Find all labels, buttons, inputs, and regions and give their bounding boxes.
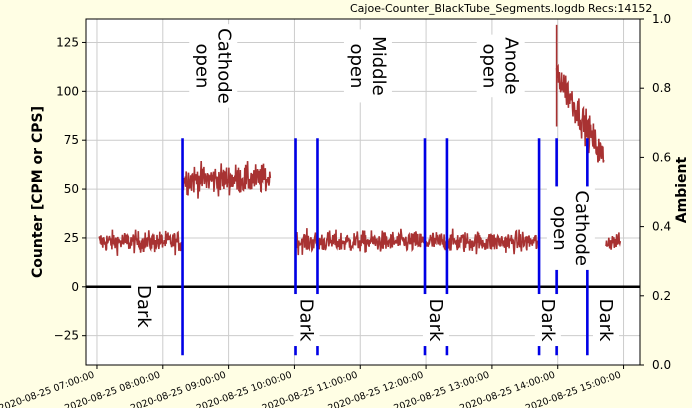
series-line (555, 63, 605, 163)
annotation-bg (422, 294, 449, 347)
annotation-group: Dark (592, 294, 619, 347)
annotation-label: open (346, 43, 367, 88)
annotation-label: Dark (133, 285, 154, 328)
series-line (98, 229, 184, 256)
annotation-label: Dark (425, 299, 446, 342)
annotation-label: Dark (296, 299, 317, 342)
y-tick-label: −25 (54, 329, 79, 343)
filename-title: Cajoe-Counter_BlackTube_Segments.logdb (350, 2, 585, 15)
record-count: Recs:14152 (588, 2, 652, 15)
annotation-bg (476, 34, 525, 98)
y-tick-label: 0 (71, 280, 79, 294)
annotation-label: open (549, 206, 570, 251)
annotation-group: Dark (293, 294, 320, 347)
y2-tick-label: 1.0 (652, 12, 671, 26)
y2-tick-label: 0.2 (652, 289, 671, 303)
annotation-group: Dark (534, 294, 561, 347)
y2-tick-label: 0.4 (652, 220, 671, 234)
annotation-bg (534, 294, 561, 347)
annotation-label: open (191, 43, 212, 88)
y-axis-label: Counter [CPM or CPS] (30, 106, 46, 278)
annotation-label: Cathode (571, 190, 592, 266)
annotation-label: open (479, 43, 500, 88)
annotation-label: Middle (368, 36, 389, 95)
annotation-label: Dark (595, 299, 616, 342)
series-line (181, 160, 272, 199)
annotation-bg (592, 294, 619, 347)
annotation-label: Cathode (213, 28, 234, 104)
annotation-bg (189, 24, 238, 108)
annotation-group: Dark (131, 280, 158, 333)
annotation-bg (131, 280, 158, 333)
y2-axis-label: Ambient (674, 156, 690, 223)
y2-tick-label: 0.6 (652, 150, 671, 164)
y-tick-label: 100 (56, 84, 79, 98)
annotation-group: Dark (422, 294, 449, 347)
y-tick-label: 125 (56, 35, 79, 49)
y-tick-label: 50 (64, 182, 79, 196)
annotation-bg (293, 294, 320, 347)
y-tick-label: 25 (64, 231, 79, 245)
series-line (294, 228, 540, 256)
annotation-bg (546, 186, 595, 270)
y-tick-label: 75 (64, 133, 79, 147)
annotation-bg (343, 29, 392, 103)
plot-frame (85, 18, 641, 366)
annotation-label: Anode (501, 37, 522, 94)
series-line (605, 232, 622, 250)
y2-tick-label: 0.0 (652, 358, 671, 372)
annotation-label: Dark (537, 299, 558, 342)
y2-tick-label: 0.8 (652, 81, 671, 95)
